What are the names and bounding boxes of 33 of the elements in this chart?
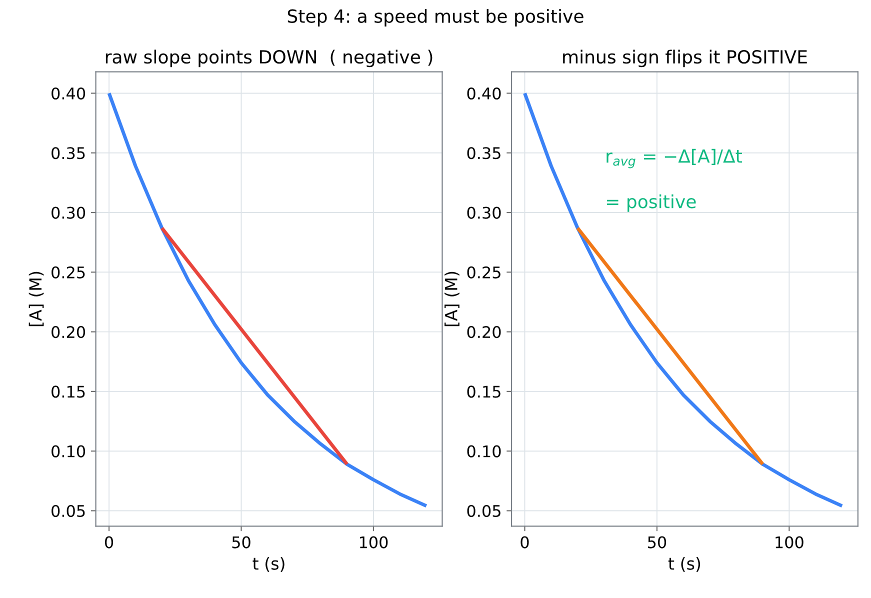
x-tick-label: 0: [520, 536, 529, 548]
x-tick-label: 100: [776, 536, 804, 548]
y-axis-title: [A] (M): [444, 272, 460, 326]
y-tick-label: 0.30: [52, 206, 86, 219]
y-tick-label: 0.10: [52, 445, 86, 458]
line-series: [107, 91, 428, 508]
line-series: [523, 91, 844, 508]
y-tick-label: 0.40: [467, 87, 501, 100]
x-tick-label: 0: [105, 536, 114, 548]
y-tick-label: 0.35: [52, 147, 85, 160]
y-tick-label: 0.25: [52, 266, 85, 278]
x-axis-title: t (s): [668, 556, 700, 572]
y-tick-label: 0.05: [52, 504, 85, 518]
annotation: r$_{avg}$ = −Δ[A]/Δt: [606, 148, 742, 168]
y-tick-label: 0.25: [467, 266, 500, 278]
y-tick-label: 0.05: [467, 504, 500, 518]
x-tick-label: 50: [232, 536, 250, 548]
y-tick-label: 0.20: [52, 326, 86, 338]
y-tick-label: 0.30: [467, 206, 501, 219]
chart-title: minus sign flips it POSITIVE: [563, 50, 807, 68]
text: Step 4: a speed must be positive: [288, 8, 584, 26]
y-tick-label: 0.15: [52, 386, 85, 398]
x-tick-label: 50: [648, 536, 666, 548]
chart-title: raw slope points DOWN ( negative ): [106, 50, 432, 68]
y-tick-label: 0.40: [52, 87, 86, 100]
y-tick-label: 0.15: [467, 386, 500, 398]
x-axis-title: t (s): [252, 556, 284, 572]
y-tick-label: 0.35: [467, 147, 500, 160]
annotation: = positive: [606, 194, 696, 212]
y-tick-label: 0.20: [467, 326, 501, 338]
y-tick-label: 0.10: [467, 445, 501, 458]
x-tick-label: 100: [360, 536, 388, 548]
y-axis-title: [A] (M): [28, 272, 44, 326]
